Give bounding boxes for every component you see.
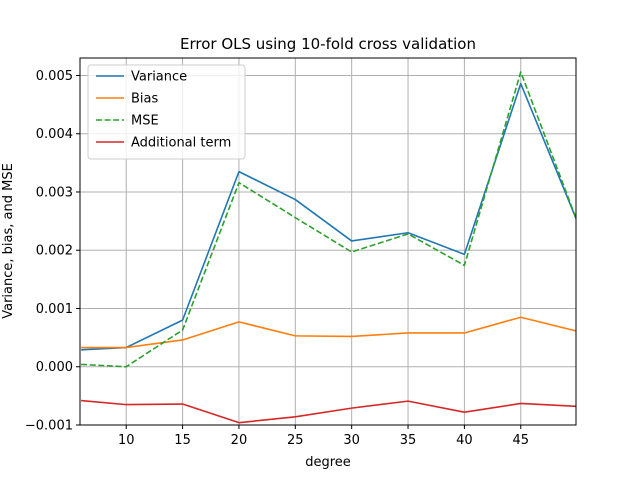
x-tick-label: 30 [343, 433, 360, 448]
legend-label-additional-term: Additional term [131, 136, 231, 151]
x-axis-label: degree [305, 455, 351, 470]
y-tick-label: 0.001 [36, 302, 73, 317]
series-line-variance [81, 82, 576, 351]
x-tick-label: 35 [400, 433, 417, 448]
x-tick-label: 20 [231, 433, 248, 448]
x-tick-label: 45 [512, 433, 529, 448]
x-tick-label: 40 [456, 433, 473, 448]
y-axis-label: Variance, bias, and MSE [1, 163, 16, 319]
x-tick-label: 25 [287, 433, 304, 448]
y-tick-label: 0.003 [36, 185, 73, 200]
series-lines [81, 71, 576, 424]
x-tick-label: 15 [174, 433, 191, 448]
x-tick-label: 10 [118, 433, 135, 448]
y-tick-label: −0.001 [25, 419, 73, 434]
series-line-additional-term [81, 399, 576, 424]
legend-box [87, 64, 246, 160]
legend-label-mse: MSE [131, 114, 159, 129]
y-tick-label: 0.002 [36, 244, 73, 259]
chart-title: Error OLS using 10-fold cross validation [180, 35, 476, 53]
axis-ticks: 10 15 20 25 30 35 40 45 −0.001 0.000 0.001 0.002 0.0… [25, 69, 529, 448]
legend: Variance Bias MSE Additional term [87, 64, 246, 160]
legend-label-bias: Bias [131, 92, 158, 107]
y-tick-label: 0.005 [36, 69, 73, 84]
y-tick-label: 0.004 [36, 127, 73, 142]
legend-label-variance: Variance [131, 70, 187, 85]
series-line-mse [81, 71, 576, 368]
plot-frame [79, 57, 577, 426]
y-tick-label: 0.000 [36, 360, 73, 375]
series-line-bias [81, 316, 576, 349]
